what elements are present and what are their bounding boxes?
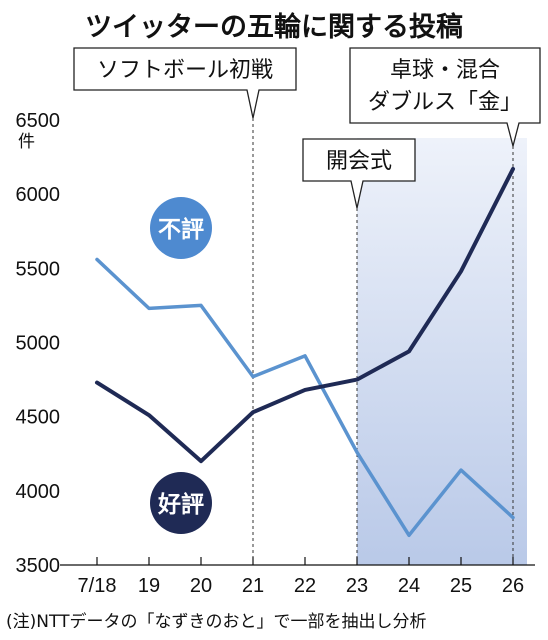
legend-badge-positive: 好評 [150,472,212,534]
y-tick-label: 6000 [16,184,61,206]
source-note: (注)NTTデータの「なずきのおと」で一部を抽出し分析 [6,611,426,632]
callout-text-tabletennis: 卓球・混合 [390,58,500,83]
x-tick-label: 19 [138,575,160,597]
callout-text-softball: ソフトボール初戦 [97,58,273,83]
olympic-period-shading [357,138,527,565]
series-lines [95,166,515,538]
y-tick-label: 5000 [16,333,61,355]
callout-softball: ソフトボール初戦 [73,47,297,119]
callout-box-ceremony [302,138,416,209]
y-tick-label: 3500 [16,555,61,577]
legend-label-positive: 好評 [157,491,204,518]
x-tick-label: 25 [450,575,472,597]
x-tick-label: 21 [242,575,264,597]
x-tick-label: 24 [398,575,420,597]
x-tick-label: 22 [294,575,316,597]
callout-ceremony: 開会式 [302,138,416,209]
x-tick-label: 20 [190,575,212,597]
y-axis-unit: 件 [18,132,35,152]
x-tick-label: 7/18 [78,575,117,597]
y-tick-label: 4500 [16,407,61,429]
legend-badge-negative: 不評 [150,197,212,259]
callout-text-tabletennis: ダブルス「金」 [368,90,522,115]
callout-text-ceremony: 開会式 [326,149,392,174]
y-tick-label: 5500 [16,258,61,280]
chart-title: ツイッターの五輪に関する投稿 [85,11,463,43]
y-tick-label: 6500 [16,110,61,132]
callout-box-softball [73,47,297,119]
axes: 3500 4000 4500 5000 5500 6000 6500 7/18 19 20 21 22… [16,110,535,597]
legend-badge-negative-circle [150,197,212,259]
legend-badge-positive-circle [150,472,212,534]
x-tick-label: 26 [502,575,524,597]
callout-box-tabletennis [349,47,541,149]
legend-label-negative: 不評 [158,216,204,243]
y-tick-label: 4000 [16,481,61,503]
shaded-region [357,138,527,565]
annotation-lines [252,118,514,565]
x-tick-label: 23 [346,575,368,597]
